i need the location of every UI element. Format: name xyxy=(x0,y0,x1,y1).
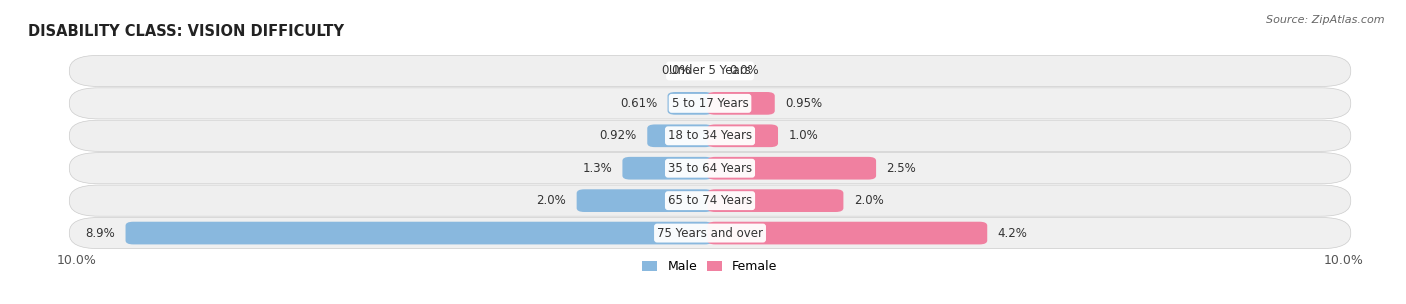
FancyBboxPatch shape xyxy=(707,124,778,147)
Text: 0.0%: 0.0% xyxy=(730,64,759,78)
FancyBboxPatch shape xyxy=(623,157,713,180)
Text: 65 to 74 Years: 65 to 74 Years xyxy=(668,194,752,207)
FancyBboxPatch shape xyxy=(576,189,713,212)
FancyBboxPatch shape xyxy=(69,88,1351,119)
FancyBboxPatch shape xyxy=(69,185,1351,216)
Text: 4.2%: 4.2% xyxy=(998,226,1028,240)
FancyBboxPatch shape xyxy=(69,120,1351,151)
Text: 18 to 34 Years: 18 to 34 Years xyxy=(668,129,752,142)
Text: Under 5 Years: Under 5 Years xyxy=(669,64,751,78)
Text: 2.0%: 2.0% xyxy=(537,194,567,207)
FancyBboxPatch shape xyxy=(647,124,713,147)
FancyBboxPatch shape xyxy=(69,217,1351,249)
Text: 35 to 64 Years: 35 to 64 Years xyxy=(668,162,752,175)
Text: 2.0%: 2.0% xyxy=(853,194,883,207)
Text: 0.92%: 0.92% xyxy=(599,129,637,142)
FancyBboxPatch shape xyxy=(125,222,713,244)
Text: 1.3%: 1.3% xyxy=(582,162,612,175)
FancyBboxPatch shape xyxy=(707,92,775,115)
Text: 0.61%: 0.61% xyxy=(620,97,657,110)
FancyBboxPatch shape xyxy=(707,189,844,212)
FancyBboxPatch shape xyxy=(69,55,1351,87)
Text: 1.0%: 1.0% xyxy=(789,129,818,142)
FancyBboxPatch shape xyxy=(707,222,987,244)
FancyBboxPatch shape xyxy=(69,153,1351,184)
FancyBboxPatch shape xyxy=(668,92,713,115)
FancyBboxPatch shape xyxy=(707,157,876,180)
Text: 10.0%: 10.0% xyxy=(1324,254,1364,267)
Text: 0.0%: 0.0% xyxy=(661,64,690,78)
Text: 10.0%: 10.0% xyxy=(56,254,96,267)
Text: DISABILITY CLASS: VISION DIFFICULTY: DISABILITY CLASS: VISION DIFFICULTY xyxy=(28,24,344,39)
Text: 2.5%: 2.5% xyxy=(887,162,917,175)
Text: 75 Years and over: 75 Years and over xyxy=(657,226,763,240)
Text: 8.9%: 8.9% xyxy=(86,226,115,240)
Text: 0.95%: 0.95% xyxy=(785,97,823,110)
Text: Source: ZipAtlas.com: Source: ZipAtlas.com xyxy=(1267,15,1385,25)
Text: 5 to 17 Years: 5 to 17 Years xyxy=(672,97,748,110)
Legend: Male, Female: Male, Female xyxy=(637,255,783,278)
